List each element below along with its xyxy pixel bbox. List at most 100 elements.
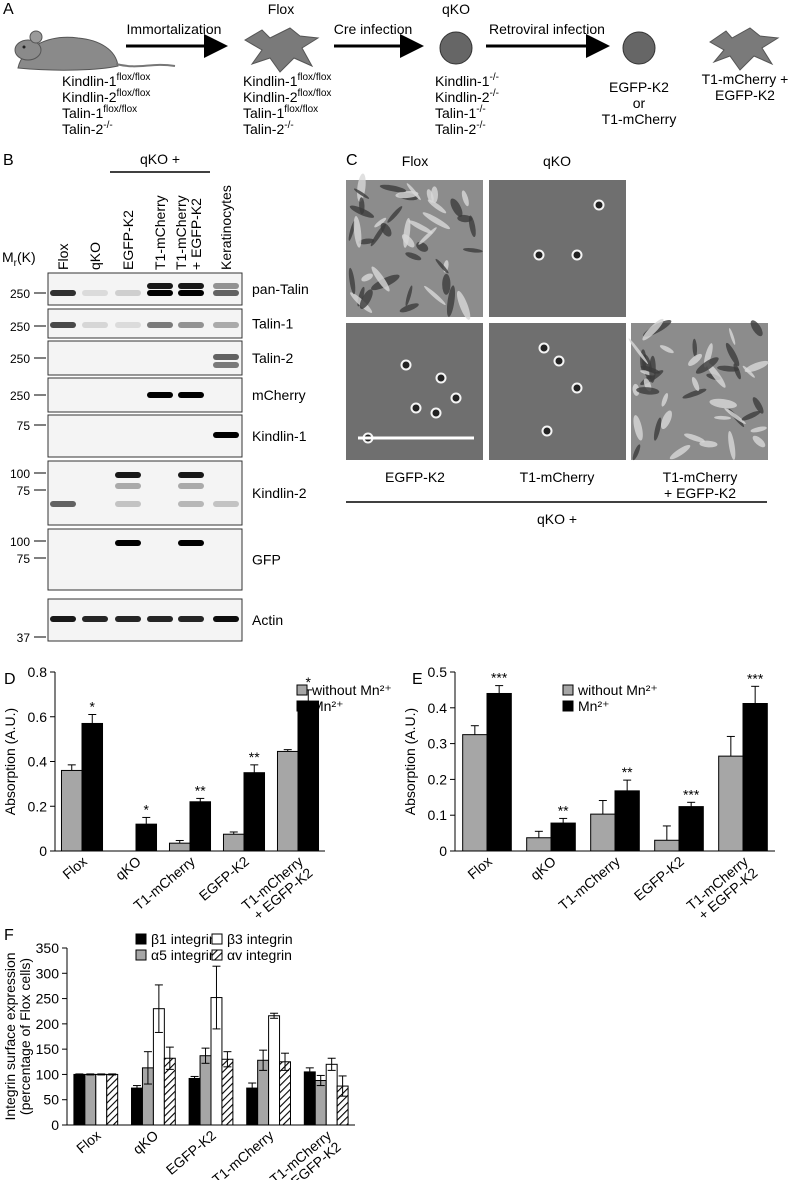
- blot-band: [178, 392, 204, 398]
- y-tick-label: 0.5: [428, 664, 448, 680]
- spread-cell: [405, 252, 422, 261]
- x-tick-label-group: Flox: [73, 1127, 104, 1156]
- blot-band: [213, 501, 239, 507]
- bar: [131, 1087, 143, 1126]
- spread-cell: [422, 212, 451, 230]
- genotype-line: Kindlin-2-/-: [435, 88, 499, 105]
- round-cell: [430, 407, 442, 419]
- blot-band: [82, 290, 108, 296]
- y-tick-label: 150: [36, 1041, 60, 1057]
- spread-cell: [706, 362, 726, 388]
- significance-label: **: [249, 749, 260, 765]
- marker-label: 250: [10, 287, 30, 301]
- spread-cell: [699, 440, 718, 448]
- genotype-line: Talin-2-/-: [62, 120, 113, 137]
- x-tick-label: T1-mCherry+ EGFP-K2: [683, 853, 760, 925]
- y-tick-label: 0: [439, 843, 447, 859]
- marker-label: 250: [10, 389, 30, 403]
- spread-cell: [442, 273, 451, 295]
- bar: [189, 801, 212, 852]
- blot-band: [147, 283, 173, 289]
- blot-band: [213, 322, 239, 328]
- x-tick-label: qKO: [112, 853, 144, 883]
- rescue-label: or: [633, 95, 646, 111]
- significance-label: **: [622, 764, 633, 780]
- x-tick-label-group: T1-mCherry+ EGFP-K2: [683, 853, 760, 925]
- spread-cell: [661, 410, 672, 429]
- panel-label: A: [3, 1, 14, 18]
- mr-sub: r: [14, 258, 18, 269]
- genotype-superscript: flox/flox: [297, 88, 331, 99]
- blot-band: [115, 616, 141, 622]
- y-tick-label: 100: [36, 1066, 60, 1082]
- spread-cell: [424, 285, 446, 306]
- round-cell: [410, 402, 422, 414]
- marker-label: 75: [17, 552, 31, 566]
- blot-band: [115, 483, 141, 489]
- lane-label: Keratinocytes: [218, 185, 234, 270]
- step-label: Cre infection: [334, 21, 413, 37]
- bar: [462, 734, 488, 852]
- legend-swatch: [211, 933, 223, 945]
- panel-label: C: [346, 152, 358, 169]
- bar: [135, 823, 158, 852]
- row-label-line: T1-mCherry: [663, 469, 738, 485]
- genotype-line: Kindlin-2flox/flox: [243, 88, 331, 105]
- spread-cell: [450, 198, 463, 217]
- marker-label: 250: [10, 352, 30, 366]
- blot-band: [115, 290, 141, 296]
- x-tick-label-group: qKO: [527, 853, 559, 883]
- blot-label: GFP: [252, 552, 281, 568]
- row-label: EGFP-K2: [385, 469, 445, 485]
- blot-band: [147, 616, 173, 622]
- spread-cell: [733, 363, 741, 380]
- panel-label: F: [4, 927, 14, 944]
- bar: [268, 1015, 281, 1126]
- genotype-line: Talin-1flox/flox: [62, 104, 137, 121]
- blot-band: [178, 290, 204, 296]
- x-tick-label-group: EGFP-K2: [631, 853, 687, 904]
- x-tick-label-group: Flox: [464, 853, 495, 882]
- blot-band: [213, 290, 239, 296]
- spread-cell: [703, 343, 713, 368]
- legend-label: β1 integrin: [151, 931, 217, 947]
- bar: [654, 839, 680, 852]
- row-label: T1-mCherry + EGFP-K2: [663, 469, 738, 501]
- gene: Kindlin-2: [62, 89, 117, 105]
- genotype-line: Talin-1-/-: [435, 104, 486, 121]
- blot-box: [47, 308, 243, 339]
- lane-label: T1-mCherry+ EGFP-K2: [173, 195, 204, 270]
- spread-cell: [669, 444, 691, 460]
- bar: [73, 1073, 86, 1126]
- spread-cell: [741, 410, 761, 421]
- x-tick-label-group: T1-mCherry+ EGFP-K2: [267, 1127, 344, 1180]
- genotype-line: Talin-1flox/flox: [243, 104, 318, 121]
- legend-swatch: [211, 949, 223, 961]
- x-tick-label: Flox: [73, 1127, 104, 1156]
- blot-band: [178, 283, 204, 289]
- legend-swatch: [562, 700, 574, 712]
- bar: [742, 703, 768, 852]
- x-tick-label: EGFP-K2: [631, 853, 687, 904]
- blot-band: [115, 472, 141, 478]
- genotype-line: Kindlin-1-/-: [435, 72, 499, 89]
- lane-label-group: T1-mCherry: [152, 195, 168, 270]
- spread-cell: [456, 290, 471, 320]
- micrograph-background: [489, 323, 626, 460]
- x-tick-label-group: EGFP-K2: [163, 1127, 219, 1178]
- gene: Talin-2: [435, 121, 476, 137]
- spread-cell: [729, 328, 736, 345]
- y-tick-label: 0.3: [428, 736, 448, 752]
- genotype-line: Kindlin-1flox/flox: [62, 72, 150, 89]
- legend-swatch: [296, 700, 308, 712]
- blot-band: [115, 501, 141, 507]
- lane-label-group: T1-mCherry+ EGFP-K2: [173, 195, 204, 270]
- spread-cell: [349, 205, 375, 218]
- spread-cell: [395, 190, 419, 199]
- group-label: qKO +: [537, 511, 577, 527]
- bar: [678, 806, 704, 852]
- legend-label: Mn²⁺: [312, 698, 344, 714]
- micrograph: [489, 323, 626, 460]
- spread-cell: [408, 220, 433, 234]
